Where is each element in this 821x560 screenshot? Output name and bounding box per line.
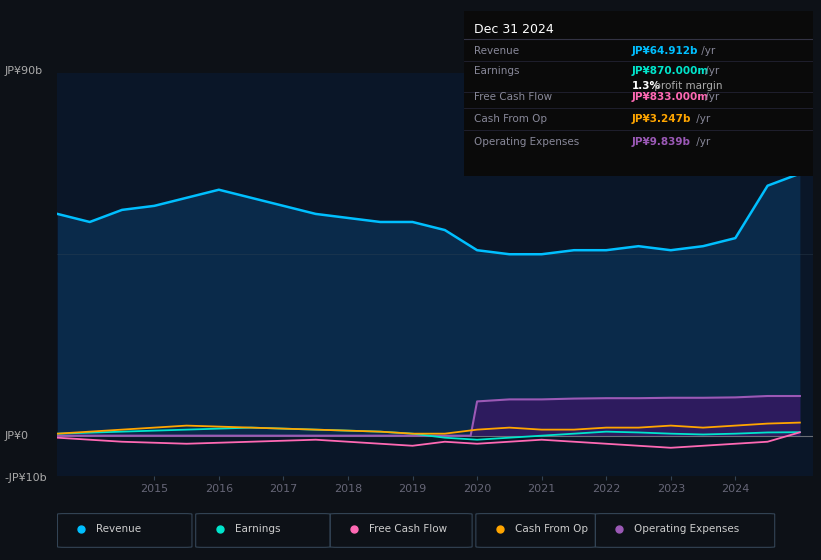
Text: profit margin: profit margin — [650, 81, 722, 91]
Text: JP¥870.000m: JP¥870.000m — [631, 67, 709, 77]
Text: /yr: /yr — [698, 46, 715, 56]
Text: JP¥64.912b: JP¥64.912b — [631, 46, 698, 56]
Text: JP¥90b: JP¥90b — [4, 66, 42, 76]
Text: Revenue: Revenue — [475, 46, 520, 56]
Text: Operating Expenses: Operating Expenses — [475, 137, 580, 147]
Text: Revenue: Revenue — [96, 524, 141, 534]
Text: Dec 31 2024: Dec 31 2024 — [475, 23, 554, 36]
Text: /yr: /yr — [702, 67, 719, 77]
Text: Free Cash Flow: Free Cash Flow — [475, 92, 553, 102]
Text: Earnings: Earnings — [475, 67, 520, 77]
Text: JP¥833.000m: JP¥833.000m — [631, 92, 709, 102]
Text: /yr: /yr — [694, 137, 711, 147]
Text: Earnings: Earnings — [235, 524, 280, 534]
Text: JP¥9.839b: JP¥9.839b — [631, 137, 690, 147]
Text: /yr: /yr — [702, 92, 719, 102]
Text: 1.3%: 1.3% — [631, 81, 660, 91]
Text: Cash From Op: Cash From Op — [515, 524, 588, 534]
Text: Free Cash Flow: Free Cash Flow — [369, 524, 447, 534]
Text: JP¥0: JP¥0 — [4, 431, 28, 441]
Text: JP¥3.247b: JP¥3.247b — [631, 114, 690, 124]
Text: /yr: /yr — [694, 114, 711, 124]
Text: Cash From Op: Cash From Op — [475, 114, 548, 124]
Text: -JP¥10b: -JP¥10b — [4, 473, 47, 483]
Text: Operating Expenses: Operating Expenses — [635, 524, 740, 534]
